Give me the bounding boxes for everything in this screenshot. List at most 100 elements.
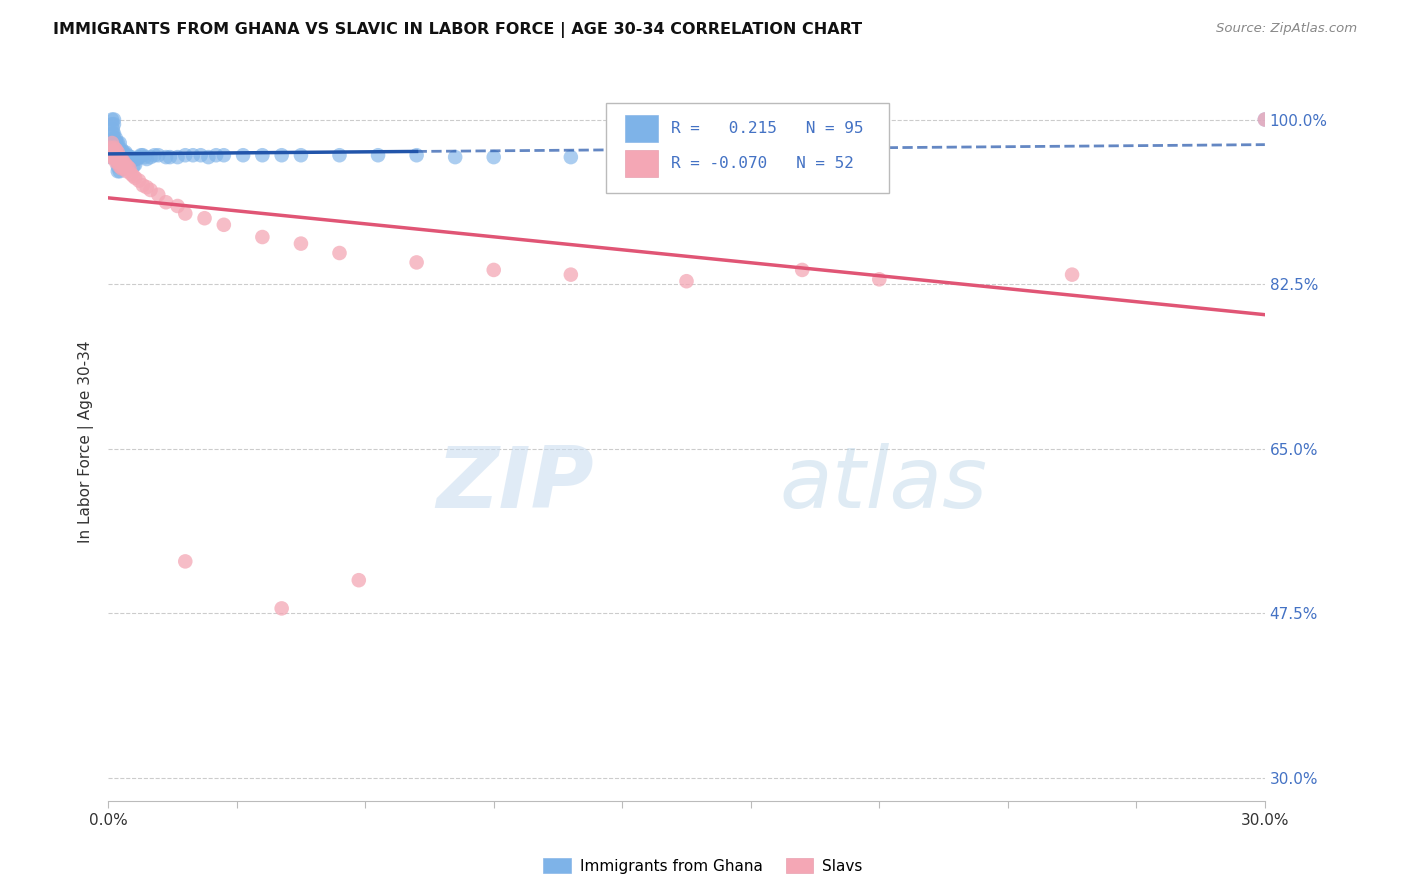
Point [252, 148, 274, 162]
Text: IMMIGRANTS FROM GHANA VS SLAVIC IN LABOR FORCE | AGE 30-34 CORRELATION CHART: IMMIGRANTS FROM GHANA VS SLAVIC IN LABOR… [53, 22, 862, 38]
Point [115, 150, 138, 164]
Point [205, 148, 228, 162]
Point [181, 148, 204, 162]
Bar [626, 115, 658, 143]
Point [328, 148, 350, 162]
Point [104, 141, 127, 155]
Point [347, 573, 370, 587]
Text: Source: ZipAtlas.com: Source: ZipAtlas.com [1216, 22, 1357, 36]
Point [105, 136, 128, 150]
Point [103, 117, 125, 131]
Point [103, 127, 125, 141]
Point [174, 206, 197, 220]
Point [110, 154, 132, 169]
Point [104, 131, 127, 145]
Text: R = -0.070   N = 52: R = -0.070 N = 52 [672, 156, 855, 170]
Point [143, 148, 166, 162]
Point [111, 143, 134, 157]
Point [107, 154, 129, 169]
Point [1254, 112, 1277, 127]
Point [108, 154, 131, 169]
Point [290, 148, 312, 162]
Point [120, 154, 142, 169]
Point [174, 554, 197, 568]
Point [103, 150, 125, 164]
Point [675, 150, 697, 164]
Point [212, 148, 235, 162]
Point [122, 152, 145, 166]
Point [675, 274, 697, 288]
Point [111, 161, 134, 176]
Point [367, 148, 389, 162]
Point [482, 150, 505, 164]
Point [166, 199, 188, 213]
Point [104, 150, 127, 164]
Point [444, 150, 467, 164]
Point [135, 180, 157, 194]
Point [125, 152, 148, 166]
Point [155, 195, 177, 210]
Point [117, 160, 139, 174]
Point [114, 152, 136, 166]
Point [405, 148, 427, 162]
Point [104, 136, 127, 150]
Point [103, 131, 125, 145]
Point [107, 160, 129, 174]
Point [108, 152, 131, 166]
Point [117, 148, 139, 162]
Point [482, 263, 505, 277]
Point [107, 145, 129, 160]
Point [105, 141, 128, 155]
Point [100, 150, 122, 164]
Point [560, 150, 582, 164]
Point [104, 154, 127, 169]
Point [112, 161, 135, 176]
Point [117, 152, 139, 166]
Point [120, 152, 142, 166]
Point [792, 263, 814, 277]
Y-axis label: In Labor Force | Age 30-34: In Labor Force | Age 30-34 [79, 340, 94, 542]
Point [98, 150, 121, 164]
Point [101, 117, 124, 131]
Point [101, 136, 124, 150]
Point [107, 136, 129, 150]
Point [108, 152, 131, 166]
Point [101, 122, 124, 136]
Point [270, 601, 292, 615]
Point [114, 145, 136, 160]
Point [174, 148, 197, 162]
Point [190, 148, 212, 162]
Point [193, 211, 215, 226]
Point [405, 255, 427, 269]
Point [107, 145, 129, 160]
Legend: Immigrants from Ghana, Slavs: Immigrants from Ghana, Slavs [537, 852, 869, 880]
Point [270, 148, 292, 162]
Point [111, 154, 134, 169]
Point [108, 148, 131, 162]
Point [105, 150, 128, 164]
Text: atlas: atlas [779, 443, 987, 526]
Point [122, 160, 145, 174]
Point [129, 148, 152, 162]
Point [104, 141, 127, 155]
Point [108, 143, 131, 157]
Point [107, 154, 129, 169]
Point [112, 152, 135, 166]
Point [107, 150, 129, 164]
Point [108, 143, 131, 157]
Point [104, 145, 127, 160]
Point [112, 160, 135, 174]
Point [107, 164, 129, 178]
Point [120, 167, 142, 181]
Point [100, 136, 122, 150]
Point [148, 148, 170, 162]
Point [114, 158, 136, 172]
Point [139, 150, 162, 164]
Point [111, 154, 134, 169]
Point [132, 178, 155, 193]
Point [101, 145, 124, 160]
Point [159, 150, 181, 164]
Point [111, 160, 134, 174]
Point [128, 150, 150, 164]
Point [111, 150, 134, 164]
